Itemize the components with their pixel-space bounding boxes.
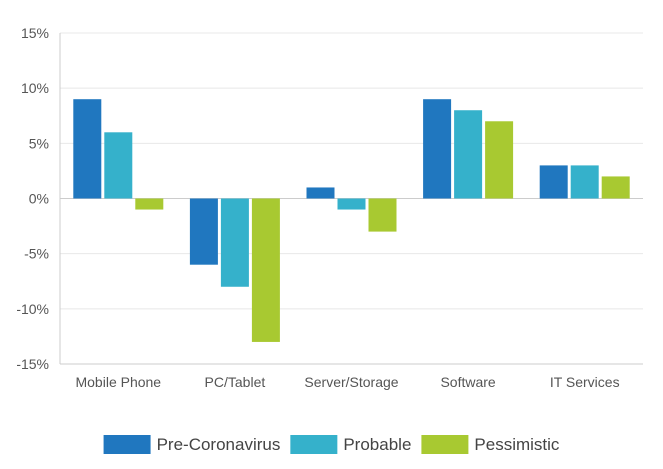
legend-swatch: [290, 435, 338, 454]
bar-pre-coronavirus-software: [423, 99, 452, 199]
x-tick-label: Software: [440, 374, 495, 390]
bar-pessimistic-it-services: [601, 176, 630, 199]
bar-pessimistic-mobile-phone: [135, 198, 164, 210]
bar-pre-coronavirus-server-storage: [306, 187, 335, 199]
bar-probable-mobile-phone: [104, 132, 133, 199]
y-tick-label: 15%: [21, 25, 49, 41]
y-tick-label: 5%: [29, 135, 49, 151]
bar-pre-coronavirus-mobile-phone: [73, 99, 102, 199]
y-tick-label: 10%: [21, 80, 49, 96]
bar-probable-pc-tablet: [220, 198, 249, 287]
y-tick-label: 0%: [29, 191, 49, 207]
y-tick-label: -10%: [16, 301, 49, 317]
y-tick-label: -5%: [24, 246, 49, 262]
bar-pre-coronavirus-it-services: [539, 165, 568, 199]
y-tick-labels: 15% 10% 5% 0% -5% -10% -15%: [16, 25, 49, 372]
bars: [73, 99, 630, 342]
x-tick-label: Mobile Phone: [75, 374, 161, 390]
y-tick-label: -15%: [16, 356, 49, 372]
bar-pessimistic-server-storage: [368, 198, 397, 232]
bar-probable-it-services: [570, 165, 599, 199]
bar-pre-coronavirus-pc-tablet: [189, 198, 218, 265]
x-tick-label: IT Services: [550, 374, 620, 390]
axes: [59, 33, 643, 365]
bar-pessimistic-software: [485, 121, 514, 199]
x-tick-label: Server/Storage: [304, 374, 398, 390]
legend-label: Pessimistic: [474, 435, 560, 454]
x-tick-labels: Mobile Phone PC/Tablet Server/Storage Softw…: [75, 374, 619, 390]
legend-label: Probable: [343, 435, 411, 454]
bar-probable-software: [454, 110, 483, 199]
legend-label: Pre-Coronavirus: [157, 435, 281, 454]
legend: Pre-Coronavirus Probable Pessimistic: [103, 435, 560, 454]
bar-probable-server-storage: [337, 198, 366, 210]
legend-swatch: [421, 435, 469, 454]
bar-pessimistic-pc-tablet: [251, 198, 280, 342]
legend-swatch: [103, 435, 151, 454]
x-tick-label: PC/Tablet: [205, 374, 266, 390]
